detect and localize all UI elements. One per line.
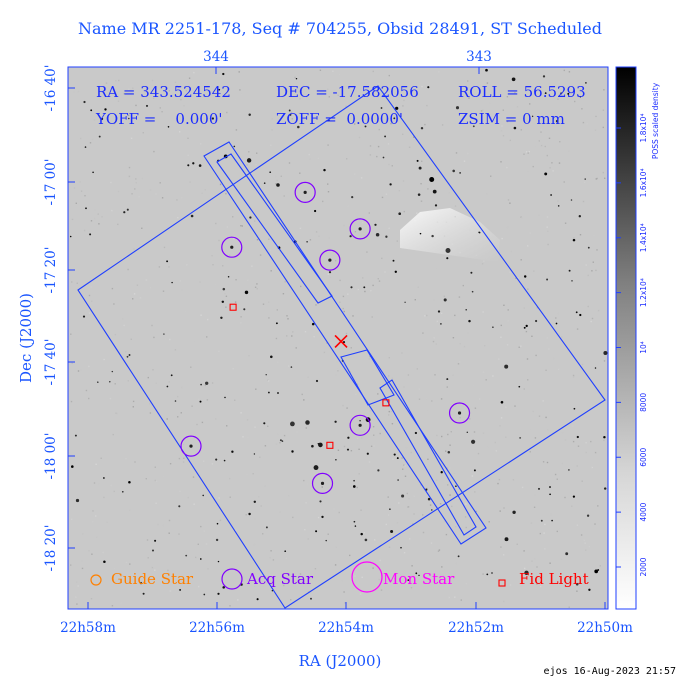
colorbar-label: POSS scaled density (651, 82, 660, 159)
y-tick-5: -18 00' (43, 433, 75, 480)
colorbar-tick-label: 1.6x10⁴ (639, 168, 648, 197)
legend-acq-star-marker (221, 568, 243, 590)
colorbar-tick-label: 4000 (639, 502, 648, 521)
sky-noise (70, 69, 606, 608)
fid-light-marker (326, 441, 334, 449)
colorbar-tick-label: 1.2x10⁴ (639, 278, 648, 307)
svg-text:22h52m: 22h52m (448, 620, 504, 636)
acq-star-core (189, 444, 193, 448)
fid-light-marker (229, 303, 237, 311)
acq-star-marker (319, 249, 341, 271)
legend-fid-light-marker (498, 579, 506, 587)
hrc-slit-lower (379, 379, 477, 536)
acq-star-marker (180, 435, 202, 457)
x-axis-title: RA (J2000) (299, 652, 382, 670)
colorbar-tick-label: 1.8x10⁴ (639, 114, 648, 143)
x-tick-bottom-2: 22h56m (189, 602, 245, 636)
svg-text:22h50m: 22h50m (577, 620, 633, 636)
svg-text:-16 40': -16 40' (43, 65, 59, 112)
info-roll: ROLL = 56.5293 (458, 83, 586, 101)
acq-star-core (320, 481, 325, 485)
svg-text:-17 20': -17 20' (43, 247, 59, 294)
acq-star-core (457, 411, 462, 415)
colorbar-tick-label: 1.4x10⁴ (639, 223, 648, 252)
hrc-slit-outer (203, 141, 487, 545)
svg-text:22h54m: 22h54m (318, 620, 374, 636)
x-tick-bottom-3: 22h54m (318, 602, 374, 636)
info-zsim: ZSIM = 0 mm (458, 110, 565, 128)
y-tick-6: -18 20' (43, 525, 75, 572)
legend-mon-star-marker (351, 561, 383, 593)
acq-star-core (230, 245, 234, 249)
acq-star-core (303, 190, 307, 195)
info-zoff: ZOFF = 0.0000' (276, 110, 403, 128)
colorbar-tick-label: 2000 (639, 557, 648, 576)
acq-star-marker (294, 181, 316, 204)
svg-text:-17 40': -17 40' (43, 339, 59, 386)
instrument-footprint (77, 85, 606, 609)
colorbar-gradient (615, 66, 637, 610)
y-tick-1: -16 40' (43, 65, 75, 112)
colorbar-tick-label: 6000 (639, 447, 648, 466)
svg-text:-18 00': -18 00' (43, 433, 59, 480)
y-tick-3: -17 20' (43, 247, 75, 294)
plot-frame (67, 66, 609, 610)
acq-star-marker (349, 218, 371, 240)
x-tick-bottom-1: 22h58m (60, 602, 116, 636)
legend-acq-star-label: Acq Star (246, 570, 314, 588)
x-tick-bottom-4: 22h52m (448, 602, 504, 636)
acq-star-core (328, 258, 332, 262)
svg-text:344: 344 (203, 49, 229, 65)
y-tick-2: -17 00' (43, 159, 75, 206)
legend: Guide Star Acq Star Mon Star Fid Light (90, 561, 589, 593)
axes: 22h58m 22h56m 22h54m 22h52m 22h50m 344 3… (43, 49, 633, 636)
legend-guide-star-label: Guide Star (111, 570, 194, 588)
info-ra: RA = 343.524542 (96, 83, 231, 101)
chart-title: Name MR 2251-178, Seq # 704255, Obsid 28… (78, 19, 602, 38)
acq-star-layer (180, 181, 471, 494)
colorbar-tick-label: 10⁴ (639, 341, 648, 354)
colorbar-ticks: 2000 4000 6000 8000 10⁴ 1.2x10⁴ 1.4x10⁴ 1.6x10⁴… (616, 114, 648, 577)
svg-text:343: 343 (466, 49, 492, 65)
y-tick-4: -17 40' (43, 339, 75, 386)
colorbar: POSS scaled density 2000 4000 6000 8000 10⁴ 1… (615, 66, 660, 610)
svg-text:-17 00': -17 00' (43, 159, 59, 206)
acq-star-marker (311, 472, 334, 494)
acq-star-marker (221, 236, 243, 258)
bright-patch (400, 208, 500, 262)
acis-field-outline (77, 85, 606, 609)
fid-light-layer (229, 303, 390, 449)
field-stars (69, 68, 608, 601)
acq-star-core (358, 423, 362, 427)
acq-star-marker (349, 414, 371, 436)
info-dec: DEC = -17.582056 (276, 83, 419, 101)
footer-stamp: ejos 16-Aug-2023 21:57 (544, 666, 676, 677)
legend-guide-star-marker (90, 574, 102, 586)
svg-text:-18 20': -18 20' (43, 525, 59, 572)
target-cross-b (334, 334, 348, 349)
info-yoff: YOFF = 0.000' (95, 110, 223, 128)
svg-text:22h56m: 22h56m (189, 620, 245, 636)
target-layer (334, 334, 348, 349)
x-tick-bottom-5: 22h50m (577, 602, 633, 636)
hrc-slit-inner (216, 153, 333, 304)
legend-mon-star-label: Mon Star (383, 570, 455, 588)
x-tick-top-1: 344 (203, 49, 229, 74)
hrc-slit-mid (340, 349, 395, 406)
acq-star-marker (448, 402, 471, 424)
x-tick-top-2: 343 (466, 49, 492, 74)
acq-star-core (358, 227, 362, 231)
legend-fid-light-label: Fid Light (519, 570, 589, 588)
colorbar-tick-label: 8000 (639, 393, 648, 412)
y-axis-title: Dec (J2000) (17, 293, 35, 383)
fid-light-marker (382, 399, 390, 407)
svg-text:22h58m: 22h58m (60, 620, 116, 636)
